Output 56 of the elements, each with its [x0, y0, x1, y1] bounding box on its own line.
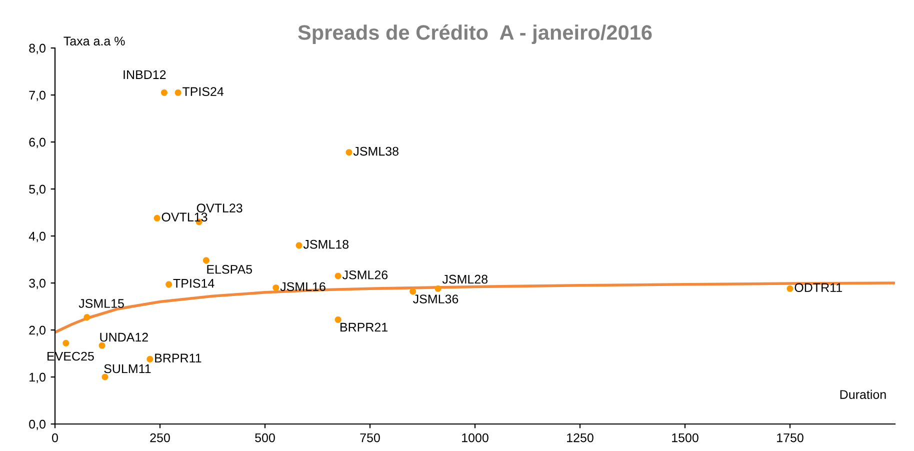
y-tick-label: 4,0	[28, 232, 46, 242]
point	[154, 214, 160, 222]
point	[410, 288, 416, 295]
point	[202, 257, 210, 264]
point	[62, 340, 70, 346]
data-label: JSML18	[303, 240, 348, 249]
point	[346, 149, 352, 156]
data-label: ELSPA5	[207, 264, 252, 274]
point	[98, 342, 106, 349]
data-label: OVTL13	[162, 212, 208, 222]
point	[434, 285, 442, 292]
data-label: JSML16	[280, 282, 326, 292]
data-label: SULM11	[104, 364, 151, 374]
data-label: BRPR11	[155, 354, 202, 362]
chart-title: Spreads de Crédito A - janeiro/2016	[298, 24, 652, 44]
x-axis-title: Duration	[840, 390, 886, 399]
data-label: JSML38	[353, 146, 398, 156]
y-tick-label: 3,0	[29, 278, 46, 290]
point	[166, 281, 172, 288]
y-axis-title: Taxa a.a %	[64, 36, 125, 46]
data-label: JSML36	[413, 294, 458, 304]
y-tick-label: 7,0	[29, 90, 46, 102]
data-label: JSML15	[78, 299, 124, 308]
data-label: UNDA12	[100, 332, 148, 342]
x-tick-label: 250	[150, 433, 170, 442]
y-tick-label: 6,0	[29, 138, 46, 148]
data-label: TPIS14	[173, 278, 214, 288]
point	[84, 314, 90, 321]
y-tick-label: 1,0	[30, 372, 46, 384]
data-label: OVTL23	[196, 204, 242, 212]
point	[334, 272, 342, 280]
data-label: ODTR11	[794, 283, 842, 292]
point	[786, 285, 794, 292]
y-tick-label: 8,0	[29, 44, 46, 54]
point	[272, 284, 280, 291]
data-label: JSML28	[442, 274, 488, 284]
point	[160, 89, 168, 96]
point	[102, 374, 108, 380]
x-tick-label: 500	[255, 433, 275, 442]
x-tick-label: 1500	[672, 433, 698, 442]
y-tick-label: 5,0	[29, 184, 46, 196]
point	[296, 242, 302, 249]
point	[334, 316, 342, 323]
point	[174, 89, 182, 96]
x-tick-label: 1250	[567, 433, 594, 442]
y-tick-label: 0,0	[29, 420, 46, 430]
x-tick-label: 0	[52, 433, 58, 442]
data-label: TPIS24	[182, 87, 224, 96]
x-tick-label: 750	[360, 433, 380, 442]
x-tick-label: 1750	[777, 433, 804, 442]
point	[146, 356, 154, 362]
x-tick-label: 1000	[462, 433, 488, 442]
data-label: JSML26	[342, 270, 388, 280]
data-label: INBD12	[124, 70, 166, 79]
data-label: BRPR21	[340, 322, 388, 332]
y-tick-label: 2,0	[29, 326, 46, 336]
